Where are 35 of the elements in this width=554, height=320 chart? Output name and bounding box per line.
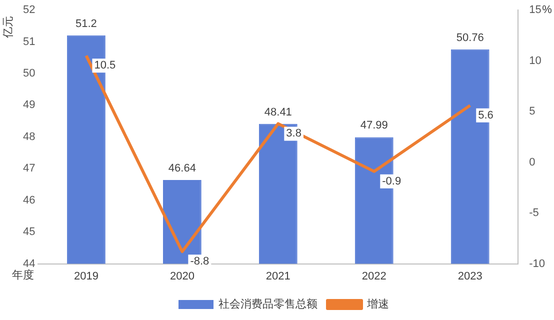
y2-tick-label: -10 <box>529 258 546 270</box>
y2-tick-label: 10 <box>529 54 542 67</box>
data-label: 47.99 <box>360 120 388 132</box>
data-label: 5.6 <box>478 109 494 122</box>
y-axis-title: 亿元 <box>2 16 14 39</box>
y-tick-label: 51 <box>22 36 36 48</box>
y-tick-label: 52 <box>22 4 36 16</box>
y-tick-label: 48 <box>22 130 36 143</box>
y2-tick-label: 5 <box>529 106 536 118</box>
y-tick-label: 44 <box>22 258 36 270</box>
y-tick-label: 49 <box>22 99 36 112</box>
y-tick-label: 46 <box>22 194 36 206</box>
x-tick-label: 2022 <box>362 270 386 282</box>
data-label: 10.5 <box>94 60 116 72</box>
x-tick-label: 2020 <box>170 270 194 282</box>
y-tick-label: 47 <box>22 162 36 175</box>
data-label: -8.8 <box>190 256 210 268</box>
y-tick-label: 50 <box>22 67 36 80</box>
y2-axis-title: % <box>542 4 552 16</box>
x-tick-label: 2021 <box>266 270 290 282</box>
data-label: 48.41 <box>264 106 292 118</box>
y2-tick-label: 0 <box>529 156 536 168</box>
data-label: -0.9 <box>382 175 402 188</box>
legend-label: 增速 <box>366 298 389 311</box>
data-label: 46.64 <box>168 162 196 175</box>
x-axis-title: 年度 <box>12 268 34 282</box>
y-tick-label: 45 <box>22 226 36 238</box>
x-tick-label: 2019 <box>74 270 98 282</box>
data-label: 51.2 <box>76 18 97 30</box>
y2-tick-label: -5 <box>529 207 539 220</box>
y2-tick-label: 15 <box>529 4 542 16</box>
x-tick-label: 2023 <box>458 270 482 282</box>
data-label: 50.76 <box>456 32 484 44</box>
data-label: 3.8 <box>286 128 302 140</box>
legend-label: 社会消费品零售总额 <box>218 298 318 311</box>
